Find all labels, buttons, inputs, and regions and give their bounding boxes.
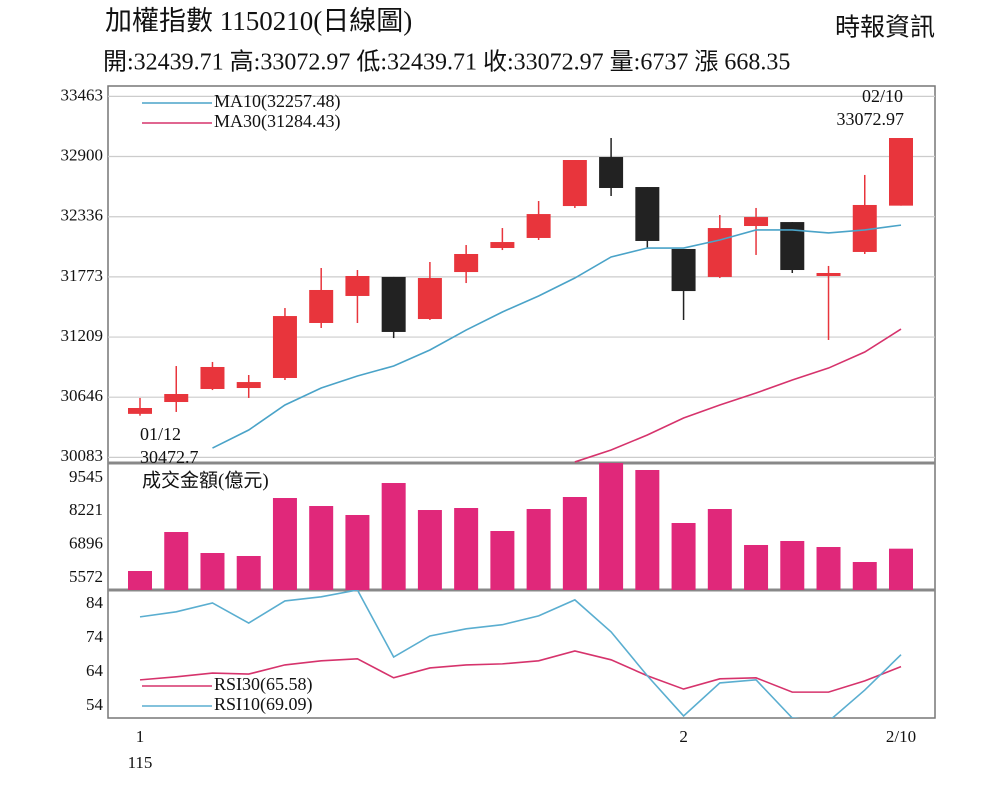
bar <box>128 570 152 590</box>
candle-body <box>562 160 587 207</box>
bar <box>164 532 189 590</box>
y-tick-label: 32336 <box>61 206 104 225</box>
bar <box>780 540 805 590</box>
candle-body <box>200 366 225 389</box>
candle-body <box>744 217 769 227</box>
bar <box>381 483 406 590</box>
legend-label: MA10(32257.48) <box>214 91 341 112</box>
bar <box>671 523 696 590</box>
y-tick-label: 32900 <box>61 145 104 164</box>
annotation-value: 33072.97 <box>837 109 905 129</box>
line-series <box>139 590 902 718</box>
bar <box>490 531 515 590</box>
candle-body <box>599 157 624 188</box>
frame <box>107 85 936 719</box>
panel <box>139 590 902 718</box>
bar <box>236 555 261 590</box>
candle-body <box>236 382 261 389</box>
y-tick-label: 6896 <box>69 534 103 553</box>
bar <box>417 510 442 590</box>
bar <box>852 562 877 590</box>
line-series <box>212 224 902 449</box>
candle-body <box>454 253 479 273</box>
candle-body <box>345 275 370 296</box>
candle-body <box>707 228 732 277</box>
y-tick-label: 33463 <box>61 85 104 104</box>
chart-title: 加權指數 1150210(日線圖) <box>105 6 412 36</box>
bar <box>454 508 479 590</box>
source: 時報資訊 <box>835 14 935 42</box>
candle-body <box>671 248 696 292</box>
y-tick-label: 9545 <box>69 467 103 486</box>
bar <box>309 506 334 590</box>
y-tick-label: 8221 <box>69 500 103 519</box>
line-series <box>139 650 902 693</box>
x-tick-label: 2 <box>679 727 688 746</box>
panel <box>128 463 913 590</box>
candle-body <box>635 187 660 241</box>
bar <box>562 497 587 590</box>
summary: 開:32439.71 高:33072.97 低:32439.71 收:33072… <box>103 49 790 76</box>
candle-body <box>381 276 406 332</box>
bar <box>272 498 297 590</box>
annotation-value: 30472.7 <box>140 447 199 467</box>
bar <box>526 509 551 590</box>
y-tick-label: 64 <box>86 661 104 680</box>
line-series <box>574 328 902 463</box>
candle-body <box>272 316 297 378</box>
y-tick-label: 31209 <box>61 326 104 345</box>
panel <box>108 95 935 463</box>
y-tick-label: 30646 <box>61 386 104 405</box>
candle-body <box>889 138 913 206</box>
legend-label: MA30(31284.43) <box>214 111 341 132</box>
y-tick-label: 30083 <box>61 446 104 465</box>
bar <box>635 469 660 590</box>
legend-label: RSI10(69.09) <box>214 694 313 715</box>
bar <box>599 463 624 590</box>
candle-body <box>164 394 189 403</box>
annotation-date: 01/12 <box>140 424 181 444</box>
bar <box>816 547 841 590</box>
x-year-label: 115 <box>128 753 153 772</box>
bar <box>707 509 732 590</box>
candle-body <box>309 289 334 323</box>
bar <box>345 514 370 590</box>
legend-label: RSI30(65.58) <box>214 674 313 695</box>
y-tick-label: 31773 <box>61 266 104 285</box>
x-tick-label: 1 <box>136 727 145 746</box>
y-tick-label: 84 <box>86 593 104 612</box>
candle-body <box>128 407 152 414</box>
panel-title: 成交金額(億元) <box>142 469 269 491</box>
candle-body <box>490 242 515 249</box>
bar <box>200 553 225 590</box>
x-tick-label: 2/10 <box>886 727 916 746</box>
bar <box>744 544 769 590</box>
bar <box>889 548 913 590</box>
candle-body <box>417 278 442 320</box>
candle-body <box>816 273 841 276</box>
candle-body <box>526 214 551 238</box>
annotation-date: 02/10 <box>862 86 903 106</box>
y-tick-label: 74 <box>86 627 104 646</box>
y-tick-label: 54 <box>86 695 104 714</box>
y-tick-label: 5572 <box>69 567 103 586</box>
